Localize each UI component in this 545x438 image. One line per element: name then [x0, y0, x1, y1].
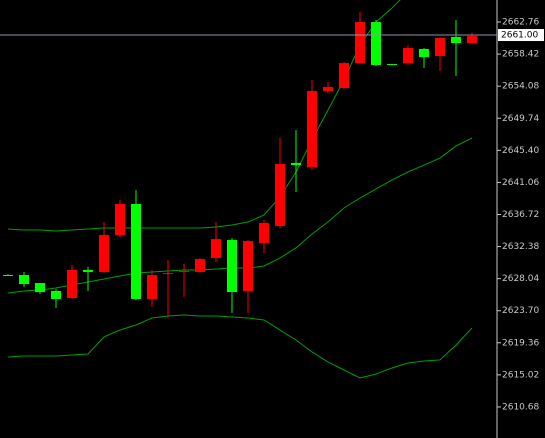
- y-tick-label: 2610.68: [502, 402, 539, 412]
- y-tick-label: 2623.70: [502, 306, 539, 316]
- candle-body: [355, 22, 365, 64]
- candle-body: [419, 49, 429, 57]
- candle-body: [371, 22, 381, 66]
- candle-body: [387, 64, 397, 66]
- candle-body: [451, 37, 461, 44]
- candle-body: [259, 222, 269, 244]
- candle-body: [179, 271, 189, 273]
- candle-body: [147, 275, 157, 299]
- y-tick-label: 2619.36: [502, 338, 539, 348]
- candle-body: [195, 258, 205, 272]
- candle-body: [163, 273, 173, 275]
- candle-body: [35, 283, 45, 293]
- y-tick-label: 2615.02: [502, 370, 539, 380]
- candle-body: [131, 203, 141, 299]
- y-tick-label: 2658.42: [502, 50, 539, 60]
- candle-body: [435, 37, 445, 57]
- y-tick-label: 2645.40: [502, 146, 539, 156]
- candle-body: [19, 275, 29, 285]
- y-tick-label: 2632.38: [502, 242, 539, 252]
- y-tick-label: 2662.76: [502, 18, 539, 28]
- price-label-box: [498, 29, 544, 42]
- candle-body: [323, 86, 333, 91]
- y-tick-label: 2654.08: [502, 82, 539, 92]
- y-tick-label: 2641.06: [502, 178, 539, 188]
- y-tick-label: 2636.72: [502, 210, 539, 220]
- candle-body: [99, 234, 109, 272]
- price-label: 2661.00: [501, 31, 538, 41]
- candle-body: [403, 48, 413, 64]
- candle-body: [3, 275, 13, 277]
- candle-body: [275, 164, 285, 227]
- band-line: [7, 314, 473, 379]
- y-tick-label: 2628.04: [502, 274, 539, 284]
- candle-body: [51, 290, 61, 299]
- y-tick-label: 2649.74: [502, 114, 539, 124]
- band-line: [7, 137, 473, 294]
- candle-body: [227, 239, 237, 293]
- candle-body: [339, 63, 349, 89]
- candle-body: [83, 269, 93, 272]
- candle-body: [115, 203, 125, 235]
- candle-body: [243, 241, 253, 291]
- candle-body: [67, 269, 77, 299]
- candle-body: [467, 35, 477, 44]
- candle-body: [291, 162, 301, 166]
- candle-body: [211, 239, 221, 259]
- plot-area: [3, 0, 477, 379]
- candle-body: [307, 90, 317, 168]
